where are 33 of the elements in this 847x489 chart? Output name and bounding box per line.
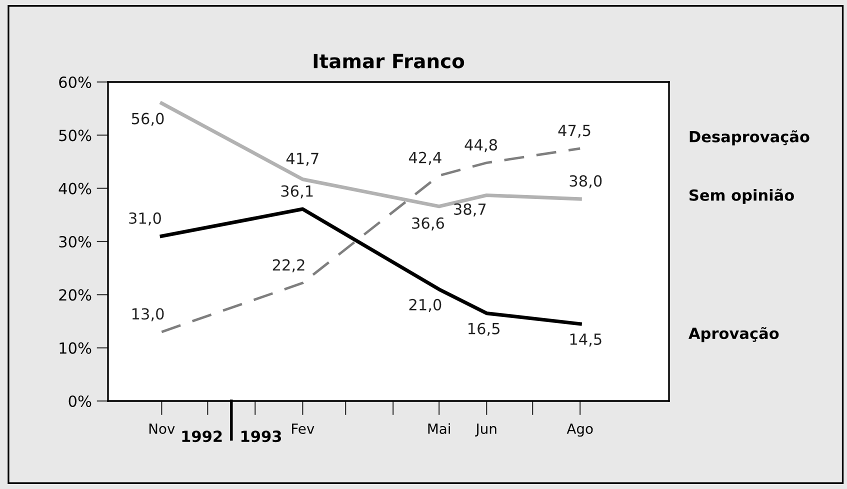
y-tick-label: 60% (59, 76, 92, 88)
data-label: 14,5 (570, 334, 602, 347)
text: 1993 (241, 430, 282, 442)
x-tick-label: Ago (566, 424, 593, 437)
data-label: 56,0 (132, 112, 164, 126)
chart-title: Itamar Franco (314, 54, 464, 68)
y-tick-label: 40% (58, 182, 92, 194)
y-tick-label: 30% (59, 236, 92, 248)
data-label: 38,7 (454, 203, 486, 217)
y-tick-label: 10% (60, 342, 92, 354)
data-label: 36,6 (412, 217, 444, 230)
data-label: 42,4 (408, 152, 442, 165)
y-tick-label: 20% (59, 289, 92, 301)
x-tick-label: Mai (428, 423, 450, 434)
data-label: 38,0 (570, 175, 602, 188)
data-label: 31,0 (129, 212, 161, 226)
x-tick-label: Jun (475, 424, 496, 437)
data-label: 41,7 (286, 152, 318, 166)
text: Sem opinião (690, 188, 794, 204)
data-label: 13,0 (132, 308, 164, 322)
data-label: 47,5 (558, 124, 590, 138)
y-tick-label: 0% (68, 395, 92, 408)
data-label: 36,1 (281, 185, 313, 198)
x-tick-label: Nov (149, 424, 175, 434)
text: Desaprovação (690, 130, 810, 146)
data-label: 21,0 (409, 298, 442, 312)
x-tick-label: Fev (292, 424, 314, 434)
data-label: 44,8 (464, 139, 498, 152)
data-label: 16,5 (468, 322, 500, 336)
text: Aprovação (688, 327, 779, 342)
data-label: 22,2 (272, 259, 304, 272)
y-tick-label: 50% (59, 130, 92, 142)
text: 1992 (182, 430, 222, 442)
